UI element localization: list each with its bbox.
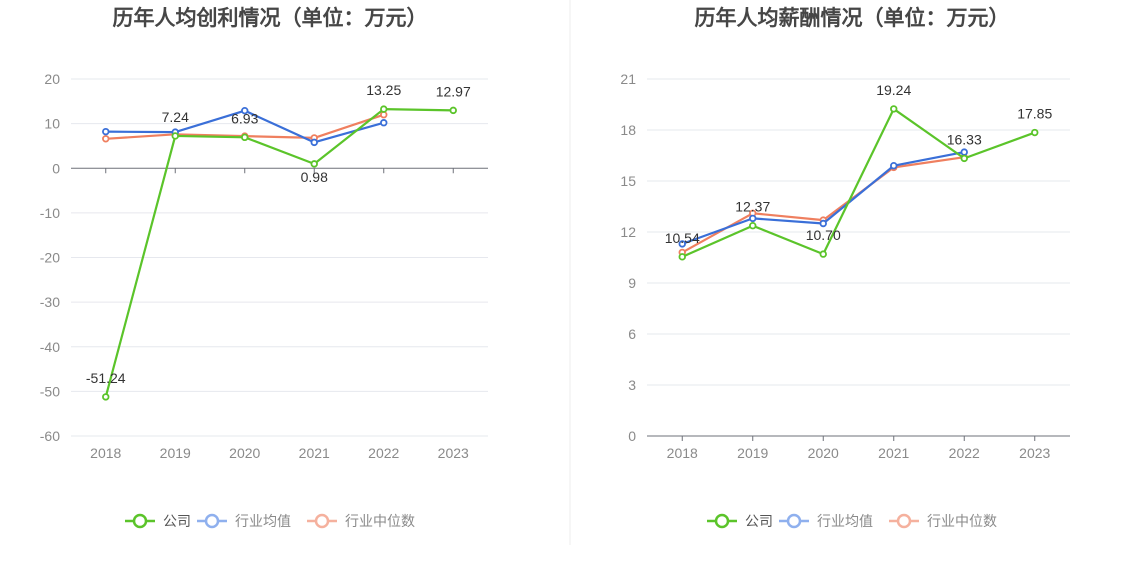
x-tick-label: 2021 bbox=[878, 445, 909, 461]
data-point-industry_avg bbox=[749, 214, 757, 223]
series-line-company bbox=[681, 107, 1036, 258]
legend-label: 行业中位数 bbox=[927, 513, 997, 529]
x-tick-label: 2022 bbox=[949, 445, 980, 461]
legend-marker bbox=[786, 513, 802, 529]
chart-title: 历年人均薪酬情况（单位：万元） bbox=[695, 6, 1010, 30]
data-point-company bbox=[1031, 128, 1039, 137]
legend-marker bbox=[204, 513, 220, 529]
data-label: 13.25 bbox=[366, 82, 401, 98]
data-label: 16.33 bbox=[947, 131, 982, 147]
data-label: 12.97 bbox=[436, 83, 471, 99]
y-tick-label: 12 bbox=[620, 224, 636, 240]
y-tick-label: 3 bbox=[628, 377, 636, 393]
legend-label: 公司 bbox=[163, 513, 191, 529]
data-point-company bbox=[102, 393, 110, 401]
data-label: 17.85 bbox=[1017, 106, 1052, 122]
y-tick-label: 0 bbox=[52, 160, 60, 176]
legend-item-industry_avg[interactable]: 行业均值 bbox=[197, 513, 291, 529]
legend-label: 公司 bbox=[745, 513, 773, 529]
data-point-industry_avg bbox=[241, 106, 249, 115]
y-tick-label: -50 bbox=[40, 383, 60, 399]
data-point-company bbox=[678, 253, 686, 261]
y-tick-label: 9 bbox=[628, 275, 636, 291]
y-tick-label: 18 bbox=[620, 122, 636, 138]
legend-label: 行业均值 bbox=[817, 513, 873, 529]
y-tick-label: 6 bbox=[628, 326, 636, 342]
y-tick-label: 10 bbox=[44, 116, 60, 132]
data-point-company bbox=[749, 222, 757, 230]
x-tick-label: 2018 bbox=[667, 445, 698, 461]
data-point-industry_avg bbox=[819, 219, 827, 228]
y-tick-label: -20 bbox=[40, 250, 60, 266]
data-label: 12.37 bbox=[735, 199, 770, 215]
y-tick-label: 21 bbox=[620, 71, 636, 87]
chart-2: 历年人均薪酬情况（单位：万元） 21 18 15 12 9 6 3 0 2018 2019 2020 2… bbox=[620, 6, 1070, 529]
legend-marker bbox=[314, 513, 330, 529]
legend-item-company[interactable]: 公司 bbox=[125, 513, 191, 529]
data-label: 7.24 bbox=[162, 109, 189, 125]
chart-1: 历年人均创利情况（单位：万元） 20 10 0 -10 -20 -30 -40 -50 -60 20… bbox=[40, 6, 488, 529]
data-point-industry_median bbox=[102, 135, 110, 143]
data-label: 6.93 bbox=[231, 110, 258, 126]
data-label: 10.70 bbox=[806, 227, 841, 243]
data-point-company bbox=[241, 133, 249, 142]
data-point-industry_avg bbox=[102, 127, 110, 136]
data-point-industry_avg bbox=[380, 119, 388, 127]
x-tick-label: 2021 bbox=[299, 445, 330, 461]
data-label: -51.24 bbox=[86, 370, 126, 386]
data-label: 0.98 bbox=[301, 169, 328, 185]
data-point-industry_avg bbox=[310, 138, 318, 147]
series-line-company bbox=[104, 108, 454, 398]
data-point-industry_avg bbox=[678, 240, 686, 248]
y-tick-label: -60 bbox=[40, 428, 60, 444]
data-label: 19.24 bbox=[876, 82, 911, 98]
y-tick-label: 20 bbox=[44, 71, 60, 87]
legend-marker bbox=[896, 513, 912, 529]
data-point-company bbox=[380, 105, 388, 113]
y-tick-label: 0 bbox=[628, 428, 636, 444]
legend-item-industry_median[interactable]: 行业中位数 bbox=[889, 513, 997, 529]
data-point-industry_avg bbox=[890, 161, 898, 170]
x-tick-label: 2018 bbox=[90, 445, 121, 461]
data-point-industry_avg bbox=[960, 148, 968, 156]
x-tick-label: 2019 bbox=[737, 445, 768, 461]
legend-item-company[interactable]: 公司 bbox=[707, 513, 773, 529]
legend-item-industry_median[interactable]: 行业中位数 bbox=[307, 513, 415, 529]
data-point-company bbox=[449, 106, 457, 115]
data-point-company bbox=[890, 105, 898, 113]
legend-item-industry_avg[interactable]: 行业均值 bbox=[779, 513, 873, 529]
x-tick-label: 2019 bbox=[160, 445, 191, 461]
data-point-company bbox=[819, 250, 827, 258]
x-tick-label: 2023 bbox=[1019, 445, 1050, 461]
x-tick-label: 2020 bbox=[229, 445, 260, 461]
data-point-company bbox=[960, 154, 968, 163]
x-tick-label: 2022 bbox=[368, 445, 399, 461]
data-label: 10.54 bbox=[665, 230, 700, 246]
y-tick-label: 15 bbox=[620, 173, 636, 189]
y-tick-label: -10 bbox=[40, 205, 60, 221]
y-tick-label: -30 bbox=[40, 294, 60, 310]
chart-title: 历年人均创利情况（单位：万元） bbox=[113, 6, 428, 30]
x-tick-label: 2023 bbox=[438, 445, 469, 461]
legend-label: 行业均值 bbox=[235, 513, 291, 529]
y-tick-label: -40 bbox=[40, 339, 60, 355]
data-point-company bbox=[310, 160, 318, 168]
data-point-company bbox=[171, 132, 179, 140]
legend-label: 行业中位数 bbox=[345, 513, 415, 529]
x-tick-label: 2020 bbox=[808, 445, 839, 461]
legend-marker bbox=[714, 513, 730, 529]
legend-marker bbox=[132, 513, 148, 529]
